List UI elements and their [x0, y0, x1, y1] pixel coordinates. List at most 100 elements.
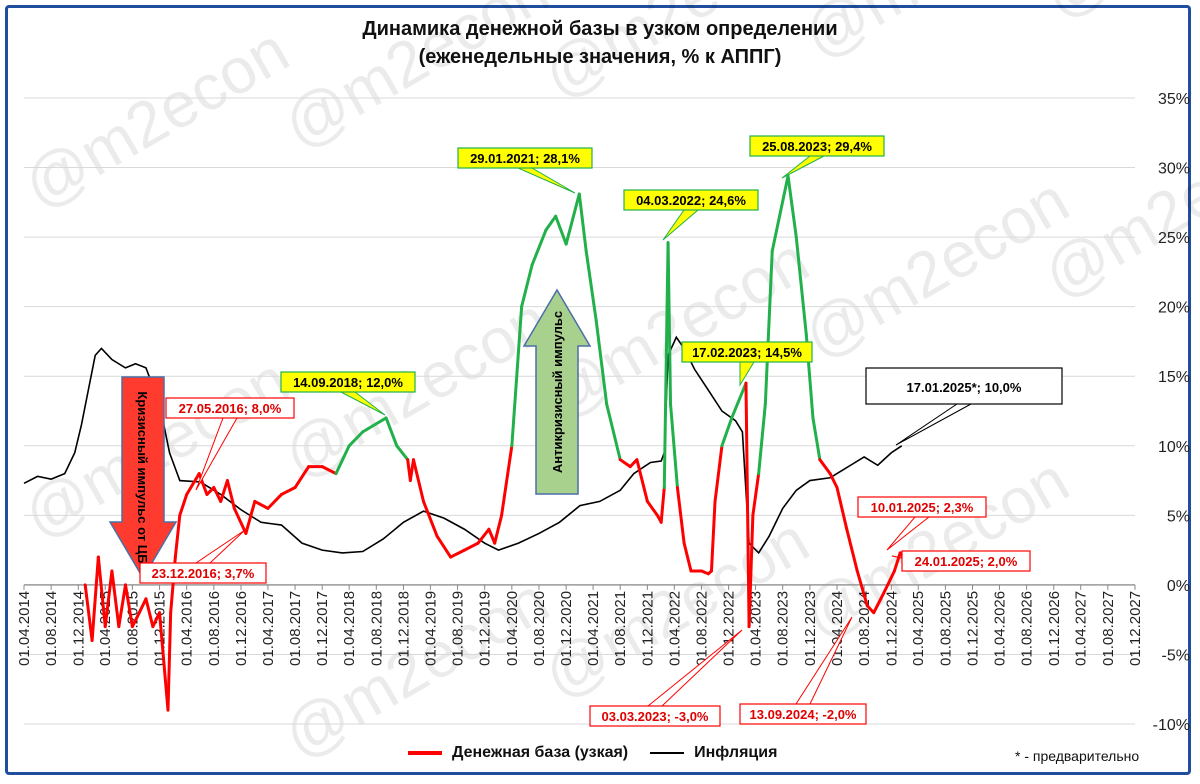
callout-text: 17.02.2023; 14,5%	[692, 345, 802, 360]
money-base-segment	[205, 486, 216, 496]
money-base-segment	[395, 444, 410, 462]
x-tick-label: 01.04.2020	[504, 591, 521, 666]
money-base-segment	[811, 416, 822, 462]
money-base-segment	[411, 458, 425, 503]
money-base-segment	[659, 486, 666, 524]
money-base-segment	[828, 472, 839, 490]
money-base-segment	[786, 174, 798, 239]
x-tick-label: 01.12.2026	[1046, 591, 1063, 666]
money-base-segment	[279, 486, 297, 496]
x-tick-label: 01.12.2024	[883, 591, 900, 666]
x-tick-label: 01.08.2019	[450, 591, 467, 666]
x-tick-label: 01.04.2019	[422, 591, 439, 666]
money-base-segment	[594, 319, 609, 406]
callout-box	[623, 189, 759, 211]
x-tick-label: 01.08.2026	[1019, 591, 1036, 666]
y-tick-label: 15%	[1158, 369, 1190, 386]
x-tick-label: 01.08.2027	[1100, 591, 1117, 666]
legend-label-money-base: Денежная база (узкая)	[452, 744, 629, 761]
x-tick-label: 01.12.2027	[1127, 591, 1144, 666]
money-base-segment	[244, 499, 257, 535]
money-base-segment	[605, 402, 622, 462]
money-base-segment	[886, 569, 896, 587]
x-tick-label: 01.08.2023	[775, 591, 792, 666]
money-base-segment	[669, 402, 679, 490]
money-base-segment	[770, 174, 790, 253]
money-base-segment	[794, 235, 808, 336]
money-base-segment	[185, 472, 201, 496]
y-tick-label: 30%	[1158, 161, 1190, 178]
callout-pointer	[517, 167, 576, 194]
money-base-segment	[137, 597, 148, 615]
x-tick-label: 01.04.2017	[260, 591, 277, 666]
watermark-text: @m2econ	[1031, 0, 1200, 32]
money-base-segment	[178, 492, 189, 517]
legend: Денежная база (узкая) Инфляция	[408, 744, 777, 762]
money-base-segment	[645, 499, 659, 517]
x-tick-label: 01.12.2018	[395, 591, 412, 666]
watermark-text: @m2econ	[791, 163, 1080, 372]
x-tick-label: 01.12.2014	[70, 591, 87, 666]
money-base-segment	[293, 465, 311, 490]
money-base-segment	[212, 486, 223, 503]
footnote: * - предварительно	[1015, 748, 1140, 764]
callout-box	[749, 135, 885, 157]
callout-box	[280, 371, 416, 393]
legend-swatch-inflation	[650, 752, 685, 754]
money-base-segment	[757, 402, 767, 476]
callout-box	[165, 397, 295, 419]
x-tick-label: 01.04.2021	[585, 591, 602, 666]
y-tick-label: -5%	[1162, 647, 1190, 664]
watermark-text: @m2econ	[11, 13, 300, 222]
money-base-segment	[635, 458, 649, 503]
callout-text: 13.09.2024; -2,0%	[750, 707, 857, 722]
money-base-segment	[720, 416, 734, 448]
y-tick-label: 0%	[1167, 578, 1190, 595]
y-tick-label: 35%	[1158, 91, 1190, 108]
x-tick-label: 01.08.2017	[287, 591, 304, 666]
money-base-segment	[682, 541, 693, 573]
watermark-text: @m2econ	[531, 0, 820, 112]
money-base-segment	[577, 192, 588, 253]
money-base-segment	[225, 479, 236, 510]
y-tick-label: 25%	[1158, 230, 1190, 247]
callout-text: 24.01.2025; 2,0%	[915, 554, 1018, 569]
x-tick-label: 01.04.2025	[910, 591, 927, 666]
callout-pointer	[781, 155, 825, 179]
x-tick-label: 01.04.2015	[97, 591, 114, 666]
money-base-segment	[520, 263, 534, 309]
money-base-segment	[872, 597, 883, 615]
money-base-segment	[818, 458, 832, 476]
callout-box	[901, 550, 1031, 572]
callout-text: 27.05.2016; 8,0%	[179, 401, 282, 416]
money-base-segment	[500, 444, 514, 517]
money-base-segment	[103, 569, 114, 629]
money-base-segment	[384, 416, 399, 448]
anticrisis-arrow	[522, 288, 592, 495]
callout-box	[589, 705, 721, 727]
callout-pointer	[662, 209, 700, 241]
money-base-segment	[713, 444, 724, 503]
x-tick-label: 01.12.2022	[721, 591, 738, 666]
x-tick-label: 01.12.2017	[314, 591, 331, 666]
money-base-segment	[117, 583, 127, 629]
money-base-segment	[96, 555, 107, 629]
money-base-segment	[166, 611, 173, 712]
money-base-segment	[130, 611, 141, 629]
y-tick-label: 20%	[1158, 300, 1190, 317]
money-base-segment	[462, 541, 480, 552]
x-tick-label: 01.12.2021	[639, 591, 656, 666]
callout-box	[139, 562, 267, 584]
money-base-segment	[544, 214, 558, 232]
x-tick-label: 01.04.2023	[748, 591, 765, 666]
y-tick-label: -10%	[1153, 717, 1190, 734]
money-base-segment	[476, 527, 491, 545]
chart-title: Динамика денежной базы в узком определен…	[362, 18, 838, 40]
money-base-segment	[845, 527, 859, 573]
x-tick-label: 01.04.2027	[1073, 591, 1090, 666]
inflation-line	[23, 335, 903, 555]
y-tick-label: 10%	[1158, 439, 1190, 456]
money-base-segment	[763, 249, 774, 406]
x-tick-label: 01.04.2022	[666, 591, 683, 666]
money-base-segment	[835, 486, 849, 531]
